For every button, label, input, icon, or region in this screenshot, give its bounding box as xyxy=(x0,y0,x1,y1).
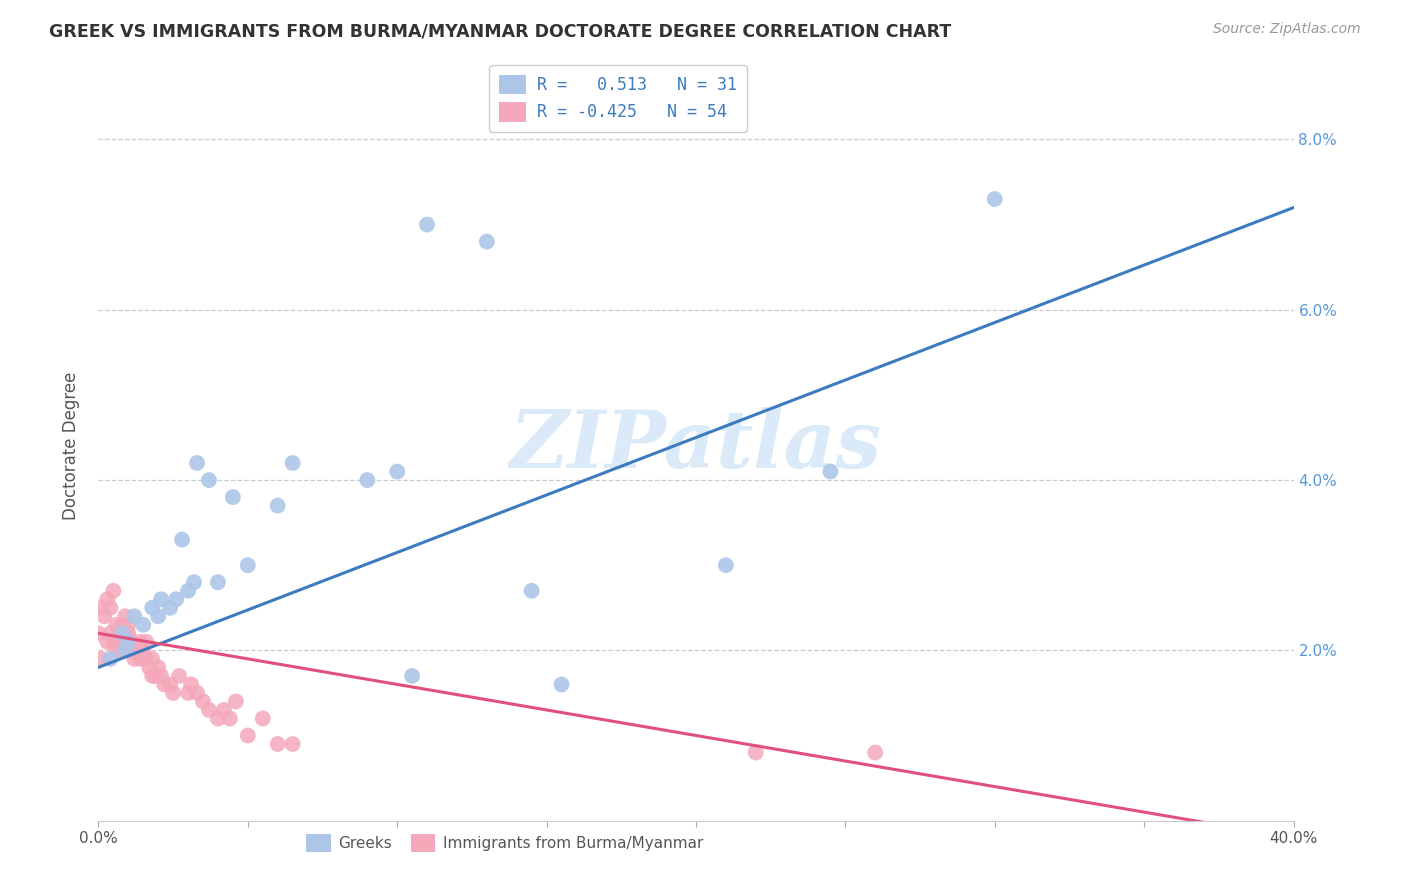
Point xyxy=(150,669,173,683)
Point xyxy=(183,575,205,590)
Point xyxy=(108,626,131,640)
Point xyxy=(153,677,176,691)
Point xyxy=(132,617,155,632)
Point xyxy=(267,737,290,751)
Point xyxy=(198,703,221,717)
Y-axis label: Doctorate Degree: Doctorate Degree xyxy=(62,372,80,520)
Point xyxy=(865,746,887,760)
Point xyxy=(117,643,139,657)
Text: GREEK VS IMMIGRANTS FROM BURMA/MYANMAR DOCTORATE DEGREE CORRELATION CHART: GREEK VS IMMIGRANTS FROM BURMA/MYANMAR D… xyxy=(49,22,952,40)
Point xyxy=(90,652,112,666)
Point xyxy=(114,609,136,624)
Text: Source: ZipAtlas.com: Source: ZipAtlas.com xyxy=(1213,22,1361,37)
Point xyxy=(984,192,1007,206)
Point xyxy=(550,677,572,691)
Point xyxy=(281,737,304,751)
Point xyxy=(98,652,122,666)
Point xyxy=(124,609,146,624)
Point xyxy=(98,626,122,640)
Point xyxy=(172,533,194,547)
Point xyxy=(212,703,235,717)
Point xyxy=(129,652,152,666)
Point xyxy=(111,643,134,657)
Point xyxy=(105,643,128,657)
Point xyxy=(177,686,200,700)
Point xyxy=(180,677,202,691)
Point xyxy=(475,235,498,249)
Point xyxy=(96,635,118,649)
Point xyxy=(177,583,200,598)
Point xyxy=(141,652,163,666)
Point xyxy=(117,626,139,640)
Text: ZIPatlas: ZIPatlas xyxy=(510,408,882,484)
Point xyxy=(132,643,155,657)
Point xyxy=(141,600,163,615)
Point xyxy=(98,600,122,615)
Point xyxy=(93,609,115,624)
Point xyxy=(745,746,768,760)
Point xyxy=(150,592,173,607)
Point xyxy=(141,669,163,683)
Point xyxy=(135,652,157,666)
Point xyxy=(165,592,187,607)
Point xyxy=(127,643,149,657)
Point xyxy=(90,600,112,615)
Point xyxy=(401,669,423,683)
Point xyxy=(111,617,134,632)
Point xyxy=(117,635,139,649)
Point xyxy=(120,635,142,649)
Point xyxy=(117,617,139,632)
Point xyxy=(281,456,304,470)
Point xyxy=(103,635,125,649)
Point xyxy=(87,626,110,640)
Point xyxy=(416,218,439,232)
Point xyxy=(820,465,842,479)
Point xyxy=(159,677,181,691)
Point xyxy=(129,635,152,649)
Point xyxy=(356,473,378,487)
Point xyxy=(207,711,229,725)
Point xyxy=(105,617,128,632)
Point xyxy=(236,729,259,743)
Point xyxy=(198,473,221,487)
Point xyxy=(103,583,125,598)
Point xyxy=(114,626,136,640)
Point xyxy=(520,583,543,598)
Point xyxy=(148,609,170,624)
Point xyxy=(714,558,737,573)
Point xyxy=(148,660,170,674)
Point xyxy=(135,635,157,649)
Point xyxy=(111,626,134,640)
Point xyxy=(162,686,184,700)
Point xyxy=(138,660,160,674)
Point xyxy=(252,711,274,725)
Point xyxy=(219,711,242,725)
Point xyxy=(96,592,118,607)
Point xyxy=(186,456,208,470)
Point xyxy=(167,669,190,683)
Point xyxy=(207,575,229,590)
Point xyxy=(225,694,247,708)
Point xyxy=(186,686,208,700)
Point xyxy=(108,635,131,649)
Point xyxy=(385,465,409,479)
Point xyxy=(114,643,136,657)
Point xyxy=(222,490,245,504)
Point xyxy=(124,652,146,666)
Point xyxy=(159,600,181,615)
Point xyxy=(191,694,214,708)
Point xyxy=(236,558,259,573)
Point xyxy=(143,669,166,683)
Point xyxy=(267,499,290,513)
Legend: Greeks, Immigrants from Burma/Myanmar: Greeks, Immigrants from Burma/Myanmar xyxy=(301,828,709,858)
